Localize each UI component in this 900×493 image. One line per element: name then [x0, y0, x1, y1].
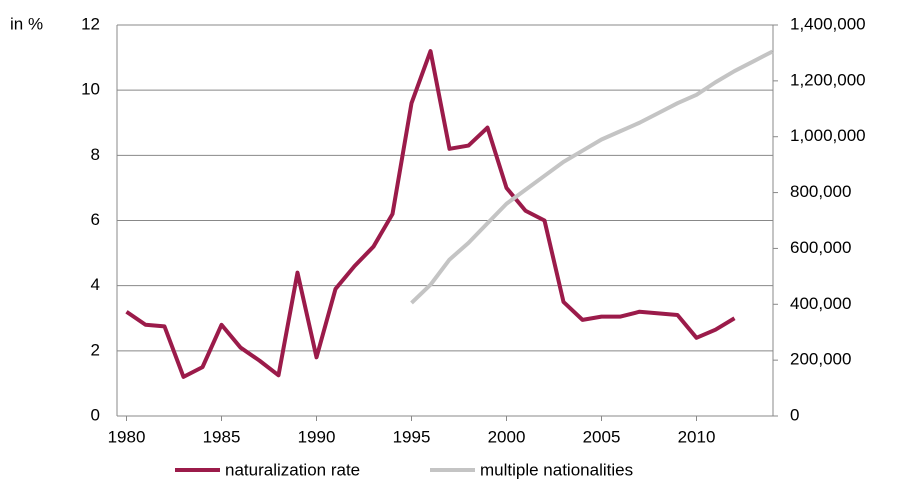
y2-tick-label: 400,000 [790, 294, 851, 313]
y-tick-label: 2 [91, 340, 100, 359]
x-tick-label: 2005 [583, 427, 621, 446]
y-tick-label: 6 [91, 210, 100, 229]
x-tick-label: 1995 [393, 427, 431, 446]
series-line [125, 49, 736, 379]
x-tick-label: 1980 [108, 427, 146, 446]
legend-label: multiple nationalities [480, 460, 633, 479]
y2-tick-label: 1,000,000 [790, 126, 866, 145]
x-tick-label: 2000 [488, 427, 526, 446]
x-tick-label: 1990 [298, 427, 336, 446]
y-axis-label: in % [10, 14, 43, 33]
y2-tick-label: 200,000 [790, 350, 851, 369]
y2-tick-label: 1,200,000 [790, 70, 866, 89]
y-tick-label: 4 [91, 275, 100, 294]
y-tick-label: 10 [81, 80, 100, 99]
legend-label: naturalization rate [225, 460, 360, 479]
y-tick-label: 8 [91, 145, 100, 164]
y-tick-label: 12 [81, 14, 100, 33]
y2-tick-label: 600,000 [790, 238, 851, 257]
y2-tick-label: 800,000 [790, 182, 851, 201]
x-tick-label: 2010 [678, 427, 716, 446]
y-tick-label: 0 [91, 405, 100, 424]
y2-tick-label: 0 [790, 405, 799, 424]
x-tick-label: 1985 [203, 427, 241, 446]
y2-tick-label: 1,400,000 [790, 14, 866, 33]
series-line [410, 49, 774, 305]
